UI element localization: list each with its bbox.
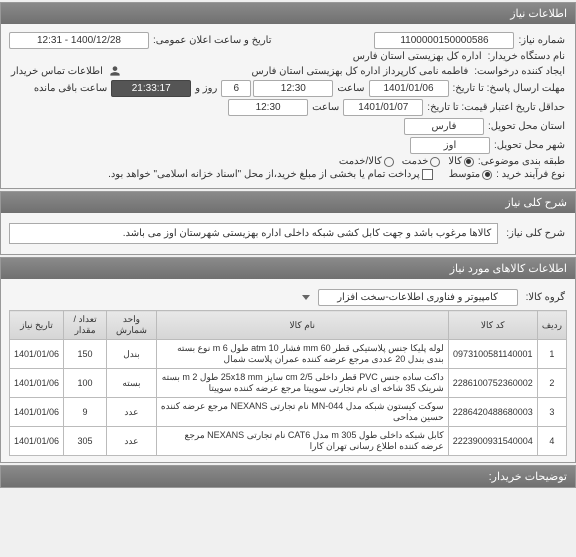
classification-label: طبقه بندی موضوعی: — [476, 156, 567, 167]
table-row[interactable]: 10973100581140001لوله پلیکا جنس پلاستیکی… — [10, 340, 567, 369]
table-cell: کابل شبکه داخلی طول 305 m مدل CAT6 نام ت… — [156, 427, 448, 456]
table-cell: بندل — [107, 340, 157, 369]
buyer-info-label: اطلاعات تماس خریدار — [9, 66, 105, 77]
table-cell: عدد — [107, 398, 157, 427]
classification-options: کالا خدمت کالا/خدمت — [339, 156, 474, 167]
info-panel: اطلاعات نیاز شماره نیاز: 110000015000058… — [0, 2, 576, 189]
dropdown-icon[interactable] — [302, 295, 310, 300]
classification-radio[interactable]: کالا/خدمت — [339, 156, 394, 167]
info-panel-title: اطلاعات نیاز — [510, 8, 567, 20]
process-options: متوسط — [449, 169, 492, 180]
table-cell: 0973100581140001 — [448, 340, 537, 369]
need-desc-header: شرح کلی نیاز — [1, 192, 575, 213]
table-cell: 2286420488680003 — [448, 398, 537, 427]
requester-label: ایجاد کننده درخواست: — [472, 66, 567, 77]
deadline-days-label: روز و — [193, 83, 219, 94]
need-desc-label: شرح کلی نیاز: — [504, 228, 567, 239]
table-header-cell: تاریخ نیاز — [10, 311, 64, 340]
need-desc-panel: شرح کلی نیاز شرح کلی نیاز: کالاها مرغوب … — [0, 191, 576, 255]
delivery-city-value: اوز — [410, 137, 490, 154]
delivery-state-value: فارس — [404, 118, 484, 135]
validity-date: 1401/01/07 — [343, 99, 423, 116]
buyer-notes-title: توضیحات خریدار: — [489, 471, 567, 483]
buyer-org-label: نام دستگاه خریدار: — [486, 51, 567, 62]
items-header: اطلاعات کالاهای مورد نیاز — [1, 258, 575, 279]
process-note: پرداخت تمام یا بخشی از مبلغ خرید،از محل … — [108, 169, 420, 180]
public-date-label: تاریخ و ساعت اعلان عمومی: — [151, 35, 274, 46]
table-cell: 2 — [537, 369, 566, 398]
validity-time: 12:30 — [228, 99, 308, 116]
table-header-cell: تعداد / مقدار — [64, 311, 107, 340]
delivery-state-label: استان محل تحویل: — [486, 121, 567, 132]
request-no-value: 1100000150000586 — [374, 32, 514, 49]
buyer-notes-panel: توضیحات خریدار: — [0, 465, 576, 488]
table-cell: عدد — [107, 427, 157, 456]
table-row[interactable]: 42223900931540004کابل شبکه داخلی طول 305… — [10, 427, 567, 456]
requester-value: فاطمه نامی کارپرداز اداره کل بهزیستی است… — [250, 66, 471, 77]
need-desc-title: شرح کلی نیاز — [505, 197, 567, 209]
table-header-cell: واحد شمارش — [107, 311, 157, 340]
request-no-label: شماره نیاز: — [516, 35, 567, 46]
process-label: نوع فرآیند خرید : — [494, 169, 567, 180]
table-cell: بسته — [107, 369, 157, 398]
table-header-cell: نام کالا — [156, 311, 448, 340]
table-cell: 1401/01/06 — [10, 369, 64, 398]
table-cell: 9 — [64, 398, 107, 427]
treasury-checkbox[interactable] — [422, 169, 433, 180]
table-cell: سوکت کیستون شبکه مدل MN-044 نام تجارتی N… — [156, 398, 448, 427]
deadline-date: 1401/01/06 — [369, 80, 449, 97]
validity-time-label: ساعت — [310, 102, 341, 113]
group-label: گروه کالا: — [524, 292, 567, 303]
table-cell: 1401/01/06 — [10, 340, 64, 369]
buyer-org-value: اداره کل بهزیستی استان فارس — [351, 51, 484, 62]
table-cell: 4 — [537, 427, 566, 456]
deadline-time: 12:30 — [253, 80, 333, 97]
delivery-city-label: شهر محل تحویل: — [492, 140, 567, 151]
need-desc-value: کالاها مرغوب باشد و جهت کابل کشی شبکه دا… — [9, 223, 498, 244]
public-date-value: 1400/12/28 - 12:31 — [9, 32, 149, 49]
table-cell: 2223900931540004 — [448, 427, 537, 456]
table-header-cell: ردیف — [537, 311, 566, 340]
table-cell: 1401/01/06 — [10, 427, 64, 456]
info-panel-header: اطلاعات نیاز — [1, 3, 575, 24]
table-header-cell: کد کالا — [448, 311, 537, 340]
table-row[interactable]: 22286100752360002داکت ساده جنس PVC قطر د… — [10, 369, 567, 398]
table-cell: 150 — [64, 340, 107, 369]
table-cell: 100 — [64, 369, 107, 398]
group-value[interactable]: کامپیوتر و فناوری اطلاعات-سخت افزار — [318, 289, 518, 306]
validity-label: حداقل تاریخ اعتبار قیمت: تا تاریخ: — [425, 102, 567, 113]
deadline-remain-label: ساعت باقی مانده — [32, 83, 109, 94]
deadline-time-label: ساعت — [335, 83, 366, 94]
table-cell: 305 — [64, 427, 107, 456]
items-panel: اطلاعات کالاهای مورد نیاز گروه کالا: کام… — [0, 257, 576, 463]
classification-radio[interactable]: کالا — [448, 156, 474, 167]
info-panel-body: شماره نیاز: 1100000150000586 تاریخ و ساع… — [1, 24, 575, 188]
deadline-remain: 21:33:17 — [111, 80, 191, 97]
table-cell: 3 — [537, 398, 566, 427]
table-cell: 1401/01/06 — [10, 398, 64, 427]
deadline-days: 6 — [221, 80, 251, 97]
table-cell: 1 — [537, 340, 566, 369]
deadline-label: مهلت ارسال پاسخ: تا تاریخ: — [451, 83, 567, 94]
process-radio[interactable]: متوسط — [449, 169, 492, 180]
table-cell: داکت ساده جنس PVC قطر داخلی cm 2/5 سایز … — [156, 369, 448, 398]
table-row[interactable]: 32286420488680003سوکت کیستون شبکه مدل MN… — [10, 398, 567, 427]
classification-radio[interactable]: خدمت — [402, 156, 441, 167]
table-cell: 2286100752360002 — [448, 369, 537, 398]
contact-icon[interactable]: اطلاعات تماس خریدار — [9, 64, 122, 78]
items-table: ردیفکد کالانام کالاواحد شمارشتعداد / مقد… — [9, 310, 567, 456]
items-title: اطلاعات کالاهای مورد نیاز — [450, 263, 567, 275]
buyer-notes-header: توضیحات خریدار: — [1, 466, 575, 487]
table-cell: لوله پلیکا جنس پلاستیکی قطر 60 mm فشار 1… — [156, 340, 448, 369]
